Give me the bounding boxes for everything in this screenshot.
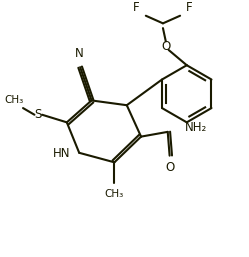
Text: NH₂: NH₂ [185,121,207,134]
Text: F: F [186,1,193,14]
Text: HN: HN [53,147,71,160]
Text: O: O [165,161,174,174]
Text: F: F [133,1,140,14]
Text: CH₃: CH₃ [5,95,24,105]
Text: CH₃: CH₃ [105,189,124,199]
Text: O: O [161,40,170,53]
Text: S: S [35,108,42,121]
Text: N: N [75,47,84,60]
